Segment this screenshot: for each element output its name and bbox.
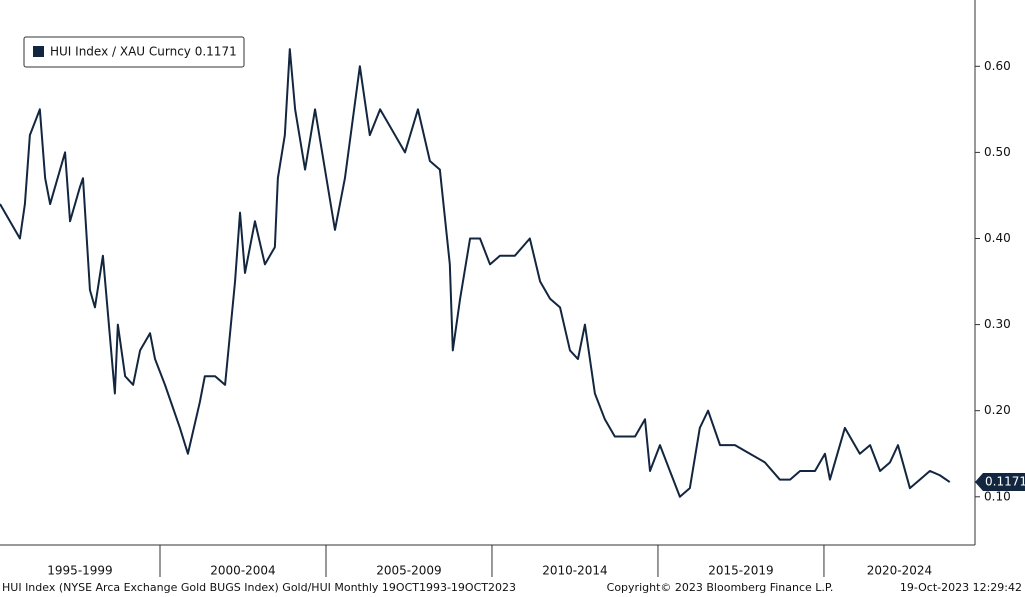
y-tick-label: 0.60 <box>984 59 1011 73</box>
footer-left: HUI Index (NYSE Arca Exchange Gold BUGS … <box>2 581 516 594</box>
series-line <box>0 48 951 498</box>
legend-swatch <box>33 46 44 57</box>
y-tick-label: 0.20 <box>984 403 1011 417</box>
y-tick-label: 0.50 <box>984 145 1011 159</box>
legend-box <box>23 36 245 68</box>
x-band-label: 2020-2024 <box>867 564 932 578</box>
x-band-label: 2010-2014 <box>542 564 607 578</box>
last-value-tag <box>975 473 1025 492</box>
y-tick-label: 0.30 <box>984 317 1011 331</box>
footer-center: Copyright© 2023 Bloomberg Finance L.P. <box>607 581 834 594</box>
y-tick-label: 0.10 <box>984 489 1011 503</box>
footer-right: 19-Oct-2023 12:29:42 <box>900 581 1022 594</box>
x-band-label: 1995-1999 <box>47 564 112 578</box>
x-band-label: 2005-2009 <box>376 564 441 578</box>
y-tick-label: 0.40 <box>984 231 1011 245</box>
x-band-label: 2015-2019 <box>708 564 773 578</box>
last-value-label: 0.1171 <box>985 475 1025 489</box>
legend-label: HUI Index / XAU Curncy 0.1171 <box>50 45 237 59</box>
x-band-label: 2000-2004 <box>210 564 275 578</box>
